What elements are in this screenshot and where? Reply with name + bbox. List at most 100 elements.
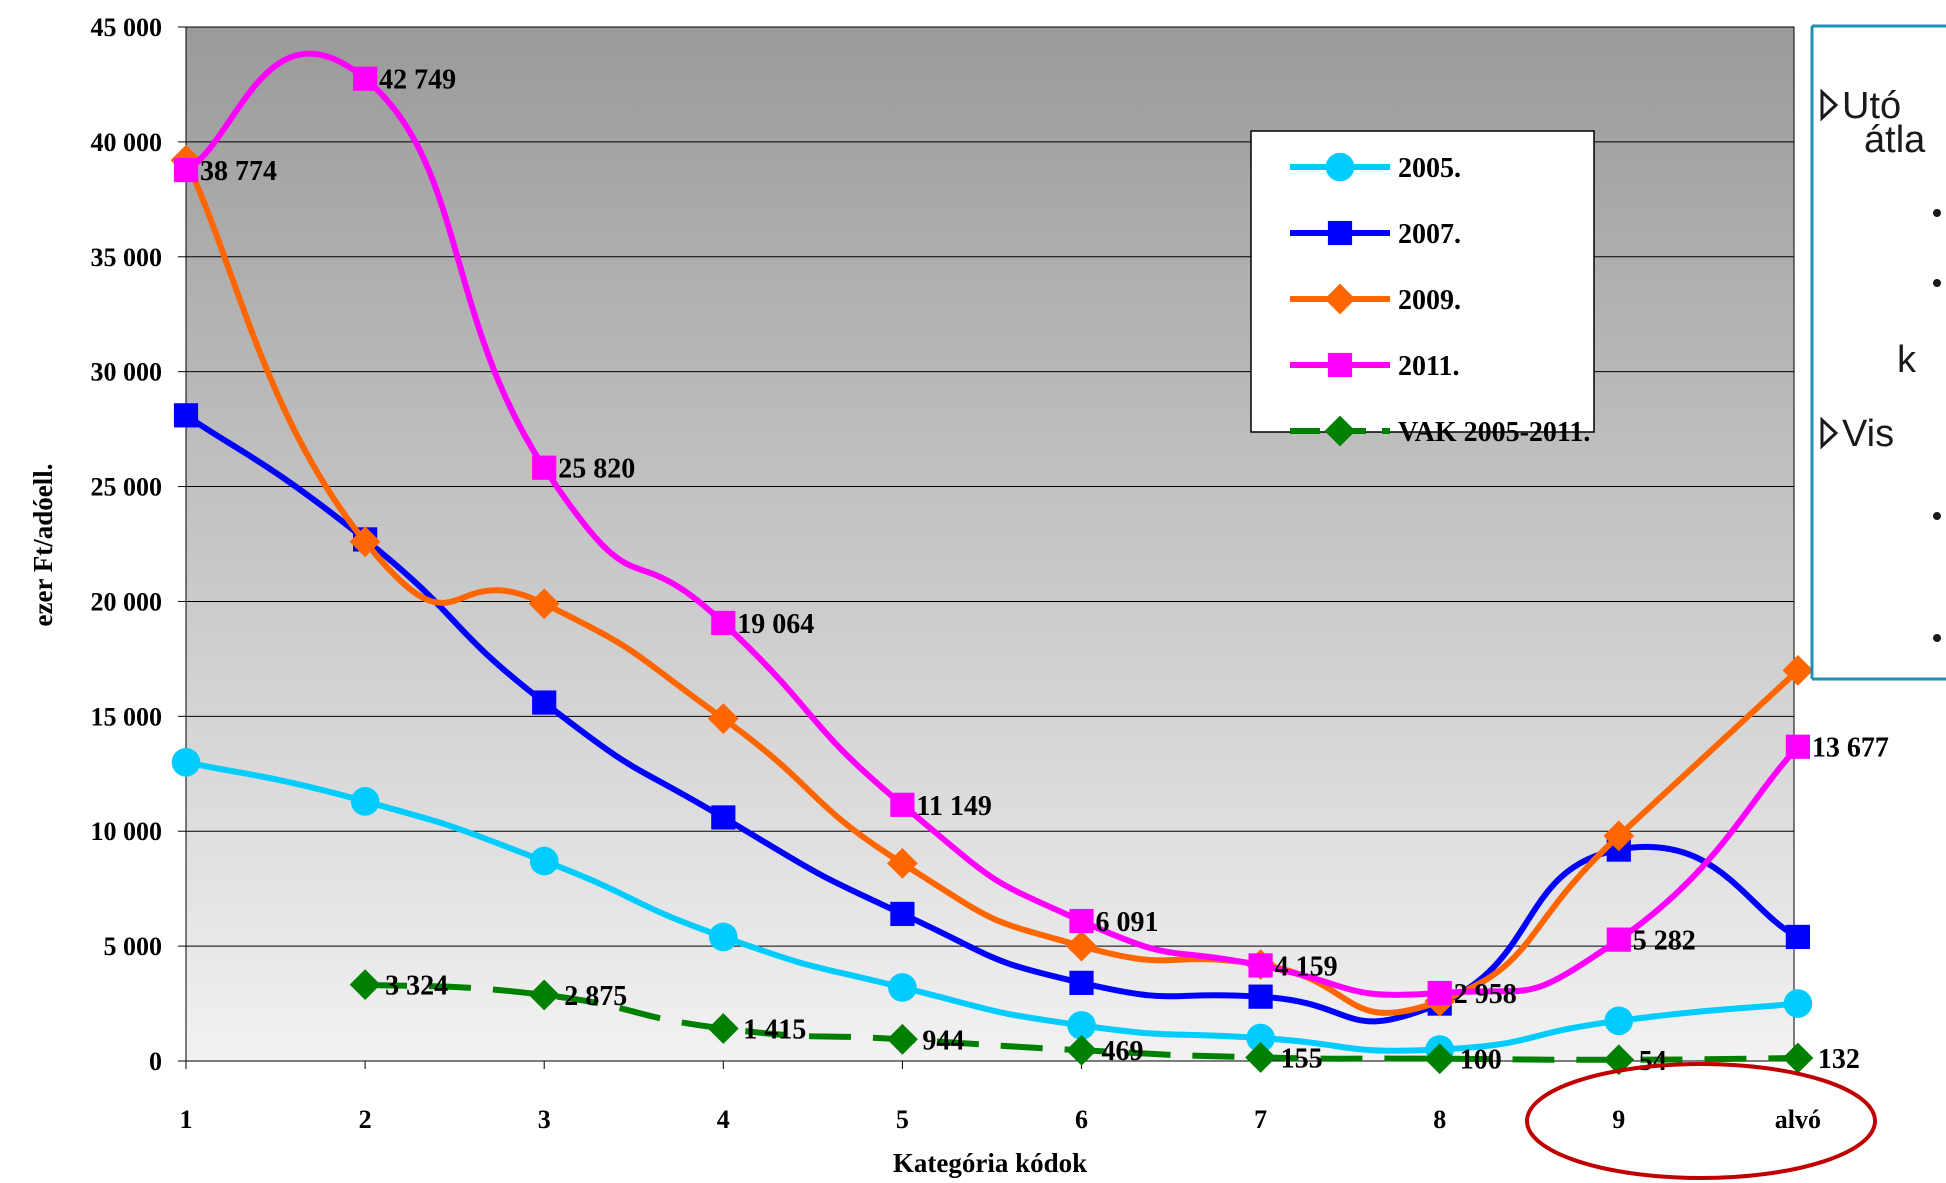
data-point: [1427, 980, 1452, 1006]
x-tick-label: 5: [896, 1105, 909, 1134]
data-point: [1066, 930, 1097, 962]
data-point: [1066, 1034, 1097, 1066]
legend-label: 2009.: [1398, 285, 1461, 316]
data-point: [171, 747, 201, 777]
data-point: [349, 526, 381, 558]
y-tick-label: 15 000: [91, 702, 163, 731]
legend-label: VAK 2005-2011.: [1398, 417, 1590, 448]
bullet-dot-icon: [1933, 279, 1941, 287]
series-2005.: [171, 747, 1813, 1064]
data-label: 42 749: [379, 65, 456, 96]
data-point: [890, 901, 915, 927]
side-panel-line3: k: [1897, 339, 1917, 381]
side-panel: Utó átla k Vis: [1810, 24, 1946, 681]
data-point: [532, 455, 557, 480]
data-point: [1067, 1011, 1096, 1040]
y-tick-label: 20 000: [91, 587, 163, 616]
data-label: 469: [1102, 1036, 1144, 1067]
data-point: [1782, 1042, 1814, 1074]
series-line: [184, 50, 1801, 998]
data-label: 6 091: [1096, 907, 1159, 938]
data-point: [173, 157, 199, 183]
data-label: 4 159: [1275, 951, 1338, 982]
data-point: [887, 1023, 918, 1055]
y-tick-label: 0: [149, 1047, 162, 1076]
data-point: [887, 847, 918, 879]
data-label: 13 677: [1812, 733, 1889, 764]
data-point: [350, 787, 380, 816]
data-label: 54: [1639, 1046, 1667, 1077]
data-point: [1248, 953, 1273, 978]
data-point: [1785, 734, 1810, 759]
x-axis-title: Kategória kódok: [893, 1148, 1087, 1178]
bullet-dot-icon: [1933, 209, 1941, 217]
legend-label: 2005.: [1398, 153, 1461, 184]
legend-marker: [1324, 415, 1356, 447]
y-tick-label: 35 000: [91, 243, 163, 272]
legend: 2005. 2007. 2009. 2011. VAK 2005-2011.: [1250, 130, 1595, 448]
data-point: [353, 66, 378, 91]
x-tick-label: 1: [180, 1105, 193, 1134]
highlight-ellipse: [1525, 1062, 1877, 1180]
series-line: [184, 412, 1800, 1025]
data-label: 2 875: [564, 981, 627, 1012]
data-point: [709, 922, 738, 952]
data-point: [888, 973, 917, 1002]
data-label: 944: [922, 1025, 964, 1056]
x-tick-label: 8: [1433, 1105, 1446, 1134]
data-point: [1245, 1042, 1276, 1073]
y-tick-label: 5 000: [104, 932, 163, 961]
data-point: [1069, 970, 1094, 995]
x-tick-label: 2: [359, 1105, 372, 1134]
data-point: [890, 792, 915, 817]
x-tick-label: 4: [717, 1105, 730, 1134]
x-tick-label: 9: [1612, 1105, 1625, 1134]
data-point: [528, 979, 560, 1011]
data-label: 155: [1281, 1043, 1323, 1074]
y-tick-label: 10 000: [91, 817, 163, 846]
x-tick-label: 6: [1075, 1105, 1088, 1134]
data-label: 19 064: [737, 609, 814, 640]
side-panel-line4: Vis: [1842, 413, 1894, 455]
data-point: [1785, 924, 1810, 950]
legend-box: [1250, 130, 1595, 433]
data-point: [1782, 654, 1814, 686]
data-point: [1246, 1023, 1275, 1053]
data-label: 38 774: [200, 156, 277, 187]
data-point: [707, 703, 739, 735]
bullet-arrow-icon: [1820, 88, 1839, 122]
data-point: [711, 610, 736, 636]
y-axis-title: ezer Ft/adóell.: [28, 464, 58, 627]
series-2011.: [173, 50, 1810, 1006]
y-tick-label: 45 000: [91, 13, 163, 42]
x-tick-label: 3: [538, 1105, 551, 1134]
data-point: [707, 1013, 739, 1044]
side-panel-line1: Utó: [1842, 85, 1901, 127]
data-point: [349, 969, 381, 1001]
data-label: 1 415: [743, 1014, 806, 1045]
data-point: [1606, 927, 1631, 952]
data-point: [1604, 1006, 1634, 1036]
data-label: 2 958: [1454, 979, 1517, 1010]
bullet-arrow-icon: [1820, 416, 1839, 450]
data-label: 11 149: [916, 791, 991, 822]
data-labels-layer: 38 774 42 749 25 820 19 064 11 149 6 091 4 159…: [200, 65, 1889, 1077]
data-point: [711, 805, 736, 830]
data-label: 5 282: [1633, 926, 1696, 957]
y-tick-label: 25 000: [91, 473, 163, 502]
data-label: 100: [1460, 1045, 1502, 1076]
data-point: [529, 846, 559, 876]
x-axis-ticks: 1 2 3 4 5 6 7 8 9 alvó: [180, 1061, 1821, 1134]
series-VAK 2005-2011.: [349, 969, 1814, 1076]
data-point: [528, 588, 560, 620]
data-point: [173, 403, 199, 428]
y-axis-ticks: 0 5 000 10 000 15 000 20 000 25 000 30 000 35 0…: [91, 13, 186, 1076]
legend-label: 2007.: [1398, 219, 1461, 250]
data-label: 3 324: [385, 971, 448, 1002]
data-point: [1424, 1043, 1456, 1075]
legend-marker: [1325, 152, 1355, 182]
legend-label: 2011.: [1398, 351, 1459, 382]
bullet-dot-icon: [1933, 634, 1941, 642]
data-label: 132: [1818, 1044, 1860, 1075]
